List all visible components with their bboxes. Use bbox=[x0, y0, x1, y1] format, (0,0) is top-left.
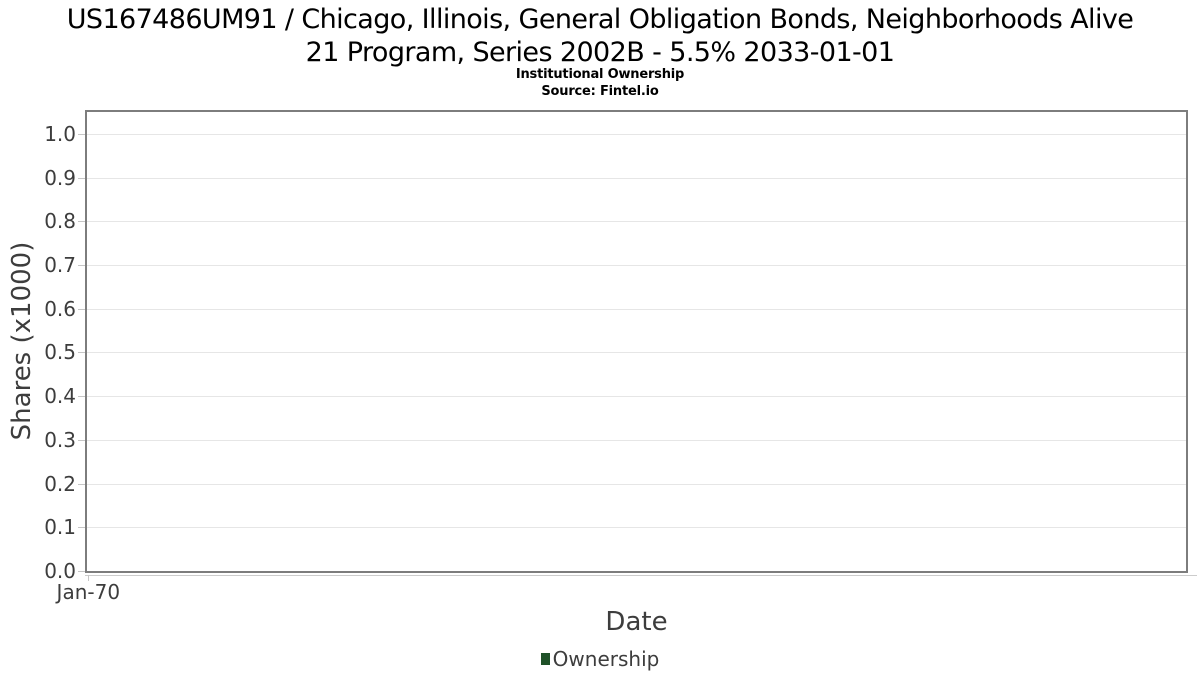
y-tick-mark-0.5 bbox=[78, 352, 85, 354]
y-tick-label-0.2: 0.2 bbox=[44, 471, 76, 496]
plot-area bbox=[85, 110, 1188, 573]
y-tick-mark-0.0 bbox=[78, 571, 85, 572]
gridline-y-0.8 bbox=[87, 221, 1186, 223]
legend-entry-ownership[interactable]: Ownership bbox=[540, 647, 660, 671]
y-tick-label-0.1: 0.1 bbox=[44, 515, 76, 540]
x-axis-line bbox=[85, 575, 1197, 576]
x-tick-mark-Jan-70 bbox=[88, 575, 90, 581]
y-tick-mark-0.4 bbox=[78, 396, 85, 398]
y-tick-label-0.7: 0.7 bbox=[44, 253, 76, 277]
gridline-y-0.6 bbox=[87, 308, 1186, 310]
gridline-y-0.1 bbox=[87, 527, 1186, 529]
y-tick-label-1.0: 1.0 bbox=[44, 121, 76, 146]
legend-label: Ownership bbox=[552, 647, 660, 671]
gridline-y-0.5 bbox=[87, 352, 1186, 354]
legend: Ownership bbox=[0, 645, 1200, 673]
gridline-y-0.2 bbox=[87, 483, 1186, 485]
y-tick-mark-0.1 bbox=[78, 527, 85, 529]
gridline-y-0.9 bbox=[87, 177, 1186, 179]
y-tick-label-0.3: 0.3 bbox=[44, 427, 76, 452]
y-tick-mark-0.8 bbox=[78, 221, 85, 223]
y-tick-label-0.0: 0.0 bbox=[44, 559, 76, 583]
y-tick-mark-1.0 bbox=[78, 133, 85, 135]
chart-title-line1: US167486UM91 / Chicago, Illinois, Genera… bbox=[66, 4, 1134, 35]
y-tick-label-0.9: 0.9 bbox=[44, 165, 76, 190]
y-tick-mark-0.2 bbox=[78, 483, 85, 485]
x-tick-label-Jan-70: Jan-70 bbox=[56, 580, 121, 604]
y-tick-mark-0.9 bbox=[78, 177, 85, 179]
gridline-y-0.4 bbox=[87, 396, 1186, 398]
chart-source-note: Source: Fintel.io bbox=[541, 84, 659, 99]
gridline-y-1.0 bbox=[87, 133, 1186, 135]
y-tick-label-0.6: 0.6 bbox=[44, 296, 76, 321]
chart-title: US167486UM91 / Chicago, Illinois, Genera… bbox=[0, 3, 1200, 69]
y-tick-label-0.5: 0.5 bbox=[44, 340, 76, 365]
y-axis-ticks: 0.0 0.1 0.2 0.3 0.4 0.5 0.6 0.7 0.8 0.9 1.0 bbox=[0, 110, 85, 581]
y-tick-label-0.4: 0.4 bbox=[44, 384, 76, 409]
y-tick-label-0.8: 0.8 bbox=[44, 209, 76, 234]
gridline-y-0.3 bbox=[87, 439, 1186, 441]
y-tick-mark-0.3 bbox=[78, 439, 85, 441]
y-tick-mark-0.6 bbox=[78, 308, 85, 310]
chart-title-line2: 21 Program, Series 2002B - 5.5% 2033-01-… bbox=[305, 37, 895, 68]
x-axis-label: Date bbox=[605, 607, 668, 637]
gridline-y-0.7 bbox=[87, 265, 1186, 266]
legend-marker-icon bbox=[540, 653, 550, 665]
y-tick-mark-0.7 bbox=[78, 265, 85, 266]
chart-subtitle: Institutional Ownership bbox=[515, 67, 685, 82]
